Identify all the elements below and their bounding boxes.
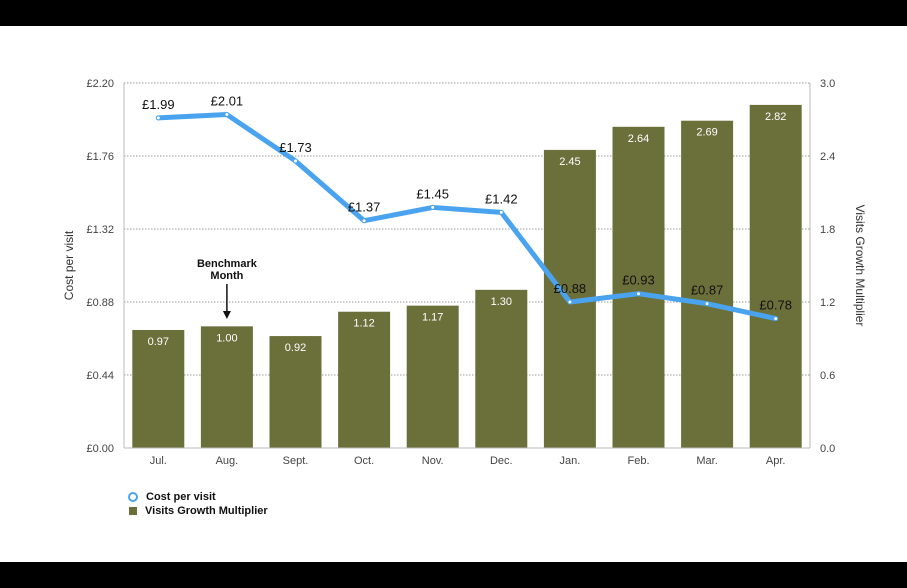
x-tick-label: Mar. (696, 455, 717, 467)
line-group: £1.99 £2.01 £1.73 £1.37 £1.45 £1.42 £0.88 £0.93… (142, 94, 792, 322)
x-tick-label: Jan. (560, 455, 581, 467)
chart-frame: 0.97 1.00 0.92 1.12 1.17 1.30 2.45 2.64 2.69 2.82… (0, 26, 907, 562)
legend: Cost per visit Visits Growth Multiplier (128, 490, 268, 518)
x-tick-label: Sept. (283, 455, 309, 467)
line-point (498, 209, 504, 215)
bar (132, 329, 185, 448)
legend-line-marker-icon (128, 492, 138, 502)
line-point (155, 115, 161, 121)
y-tick-label: £0.88 (86, 297, 114, 309)
legend-item-line: Cost per visit (128, 490, 268, 504)
annotation-arrow-head-icon (222, 311, 231, 319)
line-point (224, 112, 230, 118)
combo-chart: 0.97 1.00 0.92 1.12 1.17 1.30 2.45 2.64 2.69 2.82… (62, 78, 867, 467)
legend-label-bar: Visits Growth Multiplier (145, 505, 268, 517)
line-data-label: £1.42 (485, 191, 518, 206)
bar (681, 120, 734, 448)
bar (200, 326, 253, 448)
line-data-label: £0.78 (759, 298, 792, 313)
y-axis-title: Cost per visit (62, 230, 76, 300)
x-tick-label: Nov. (422, 455, 444, 467)
line-data-label: £0.87 (691, 283, 724, 298)
y-tick-label: £1.76 (86, 151, 114, 163)
line-data-label: £1.99 (142, 97, 175, 112)
line-point (293, 158, 298, 164)
bar-data-label: 0.92 (285, 342, 306, 354)
bar-data-label: 0.97 (148, 336, 169, 348)
annotation-line-1: Benchmark (197, 258, 258, 270)
line-point (773, 316, 779, 322)
annotation-line-2: Month (210, 270, 243, 282)
y-tick-label: £0.00 (86, 443, 114, 455)
bar (749, 104, 802, 449)
line-data-label: £1.45 (416, 186, 449, 201)
line-point (361, 218, 367, 224)
legend-bar-swatch-icon (129, 507, 137, 515)
bar (612, 126, 665, 449)
bar (269, 336, 322, 448)
y-tick-label: £0.44 (86, 370, 114, 382)
bar-data-label: 1.17 (422, 312, 443, 324)
line-point (567, 299, 573, 305)
legend-item-bar: Visits Growth Multiplier (128, 504, 268, 518)
line-point (636, 291, 641, 297)
bar-data-label: 2.82 (765, 111, 786, 123)
x-tick-label: Oct. (354, 455, 374, 467)
y2-tick-label: 3.0 (820, 78, 835, 90)
axes-group: £0.00 0.0 £0.44 0.6 £0.88 1.2 £1.32 1.8 £1.76 2.4… (86, 78, 835, 467)
x-tick-label: Feb. (627, 455, 649, 467)
bar-data-label: 2.45 (559, 156, 580, 168)
line-data-label: £1.73 (279, 140, 312, 155)
line-point (704, 301, 710, 307)
bar (406, 305, 459, 448)
bar-data-label: 1.30 (491, 296, 512, 308)
bar (338, 311, 391, 448)
y2-tick-label: 1.2 (820, 297, 835, 309)
x-tick-label: Aug. (216, 455, 239, 467)
cost-line (155, 112, 779, 322)
y2-tick-label: 0.0 (820, 443, 835, 455)
y2-tick-label: 0.6 (820, 370, 835, 382)
y2-tick-label: 2.4 (820, 151, 835, 163)
y2-axis-title: Visits Growth Multiplier (853, 205, 867, 327)
bar-data-label: 1.12 (353, 318, 374, 330)
bar (475, 289, 528, 448)
x-tick-label: Jul. (150, 455, 167, 467)
line-data-label: £2.01 (211, 94, 244, 109)
legend-label-line: Cost per visit (146, 491, 216, 503)
bar-data-label: 1.00 (216, 332, 237, 344)
y2-tick-label: 1.8 (820, 224, 835, 236)
bar-data-label: 2.64 (628, 133, 649, 145)
bars-group: 0.97 1.00 0.92 1.12 1.17 1.30 2.45 2.64 2.69 2.82 (132, 104, 802, 449)
x-tick-label: Apr. (766, 455, 786, 467)
line-point (430, 204, 436, 210)
x-tick-label: Dec. (490, 455, 513, 467)
y-tick-label: £1.32 (86, 224, 114, 236)
bar-data-label: 2.69 (696, 127, 717, 139)
line-data-label: £0.93 (622, 273, 655, 288)
y-tick-label: £2.20 (86, 78, 114, 90)
line-data-label: £1.37 (348, 200, 381, 215)
line-data-label: £0.88 (554, 281, 587, 296)
